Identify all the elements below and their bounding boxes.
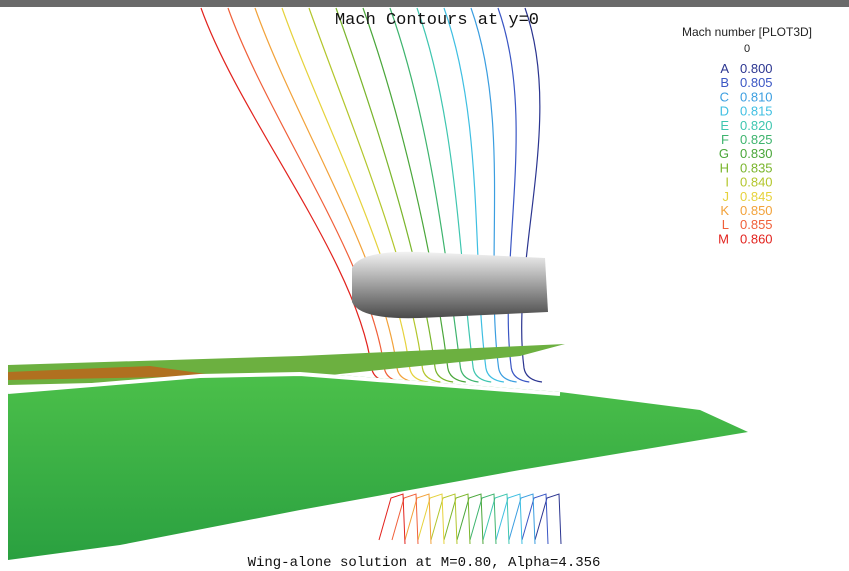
legend-value: 0.830 xyxy=(740,146,773,161)
lower-contours xyxy=(378,493,562,545)
title: Mach Contours at y=0 xyxy=(335,11,539,30)
legend-value: 0.810 xyxy=(740,89,773,104)
lower-contour-line xyxy=(495,493,523,545)
legend-value: 0.820 xyxy=(740,118,773,133)
legend-letter: E xyxy=(720,118,729,133)
wing-highlight xyxy=(7,371,561,396)
lower-contour-line xyxy=(534,493,562,545)
wing xyxy=(8,372,748,560)
lower-contour-line xyxy=(508,493,536,545)
legend-value: 0.860 xyxy=(740,231,773,246)
legend-value: 0.800 xyxy=(740,61,773,76)
legend-letter: L xyxy=(722,217,729,232)
lower-contour-line xyxy=(469,493,497,545)
legend-title: Mach number [PLOT3D] xyxy=(682,25,812,39)
legend-value: 0.835 xyxy=(740,160,773,175)
contour-line xyxy=(200,7,390,383)
contour-line xyxy=(470,7,517,383)
legend-value: 0.815 xyxy=(740,104,773,119)
top-bar xyxy=(0,0,849,7)
contour-line xyxy=(497,7,530,383)
lower-contour-line xyxy=(456,493,484,545)
legend-letter: G xyxy=(719,146,729,161)
legend-value: 0.805 xyxy=(740,75,773,90)
legend-value: 0.825 xyxy=(740,132,773,147)
lower-contour-line xyxy=(521,493,549,545)
contour-line xyxy=(227,7,403,383)
lower-contour-line xyxy=(443,493,471,545)
legend-letter: M xyxy=(718,231,729,246)
legend-subtitle: 0 xyxy=(744,43,750,55)
legend-value: 0.850 xyxy=(740,203,773,218)
footer: Wing-alone solution at M=0.80, Alpha=4.3… xyxy=(248,555,601,571)
legend-letter: D xyxy=(720,104,729,119)
lower-contour-line xyxy=(482,493,510,545)
wing-edge xyxy=(8,366,220,380)
lower-contour-line xyxy=(404,493,432,545)
contour-line xyxy=(521,7,543,383)
legend-letter: B xyxy=(720,75,729,90)
legend-value: 0.855 xyxy=(740,217,773,232)
legend-letter: I xyxy=(725,175,729,190)
contours xyxy=(200,7,543,383)
legend-letter: H xyxy=(720,160,729,175)
legend-letter: C xyxy=(720,89,729,104)
legend-letter: J xyxy=(723,189,730,204)
contour-line xyxy=(362,7,466,383)
legend-letter: K xyxy=(720,203,729,218)
nacelle xyxy=(352,251,548,319)
contour-line xyxy=(254,7,416,383)
contour-line xyxy=(281,7,428,383)
contour-line xyxy=(389,7,479,383)
lower-contour-line xyxy=(391,493,419,545)
legend-value: 0.840 xyxy=(740,175,773,190)
legend: A 0.800 B 0.805 C 0.810 D 0.815 E 0.820 F 0.825 G 0.8… xyxy=(718,61,772,246)
legend-letter: F xyxy=(721,132,729,147)
legend-letter: A xyxy=(720,61,729,76)
legend-value: 0.845 xyxy=(740,189,773,204)
lower-contour-line xyxy=(417,493,445,545)
lower-contour-line xyxy=(378,493,406,545)
lower-contour-line xyxy=(430,493,458,545)
